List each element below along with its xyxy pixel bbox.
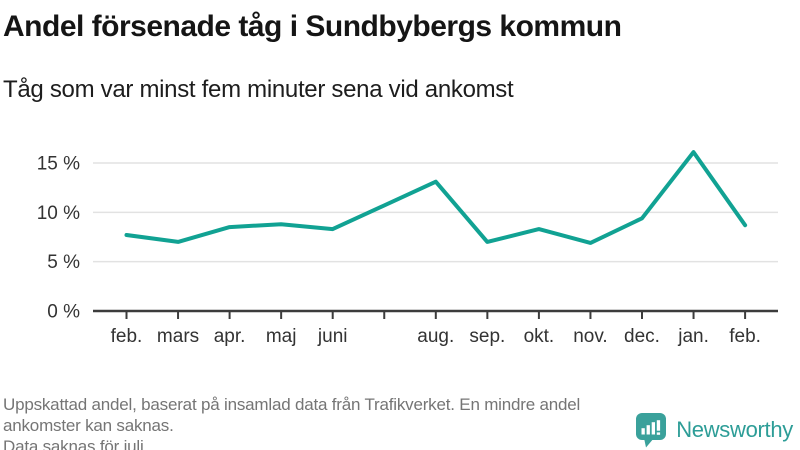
chart-subtitle: Tåg som var minst fem minuter sena vid a… <box>3 76 514 103</box>
x-axis-tick-label: apr. <box>214 326 246 347</box>
x-axis-tick-label: maj <box>266 326 297 347</box>
chart-title: Andel försenade tåg i Sundbybergs kommun <box>3 10 622 43</box>
x-axis-tick-label: mars <box>157 326 199 347</box>
newsworthy-logo-icon <box>636 413 667 448</box>
y-axis-tick-label: 5 % <box>47 252 80 273</box>
x-axis-tick-label: okt. <box>524 326 555 347</box>
x-axis-tick-label: jan. <box>677 326 709 347</box>
line-chart-canvas: 0 % 5 % 10 % 15 % feb. mars apr. maj juni aug. sep… <box>37 150 778 347</box>
source-note-line: Data saknas för juli. <box>3 437 149 450</box>
newsworthy-logo-text: Newsworthy <box>676 417 793 442</box>
x-axis-tick-label: feb. <box>729 326 761 347</box>
x-axis-tick-label: aug. <box>417 326 454 347</box>
line-chart: 0 % 5 % 10 % 15 % feb. mars apr. maj juni aug. sep… <box>0 135 800 350</box>
source-note-line: Uppskattad andel, baserat på insamlad da… <box>3 395 581 414</box>
x-axis-tick-label: sep. <box>469 326 505 347</box>
x-axis-tick-label: feb. <box>111 326 143 347</box>
y-axis-tick-label: 10 % <box>37 203 80 224</box>
y-axis-tick-label: 15 % <box>37 153 80 174</box>
trend-line <box>124 150 748 245</box>
source-note: Uppskattad andel, baserat på insamlad da… <box>3 394 580 450</box>
x-axis-tick-label: dec. <box>624 326 660 347</box>
source-note-line: ankomster kan saknas. <box>3 416 174 435</box>
y-axis-tick-label: 0 % <box>47 302 80 323</box>
newsworthy-logo: Newsworthy <box>635 412 793 448</box>
x-axis-tick-label: nov. <box>573 326 608 347</box>
x-axis-tick-label: juni <box>317 326 348 347</box>
